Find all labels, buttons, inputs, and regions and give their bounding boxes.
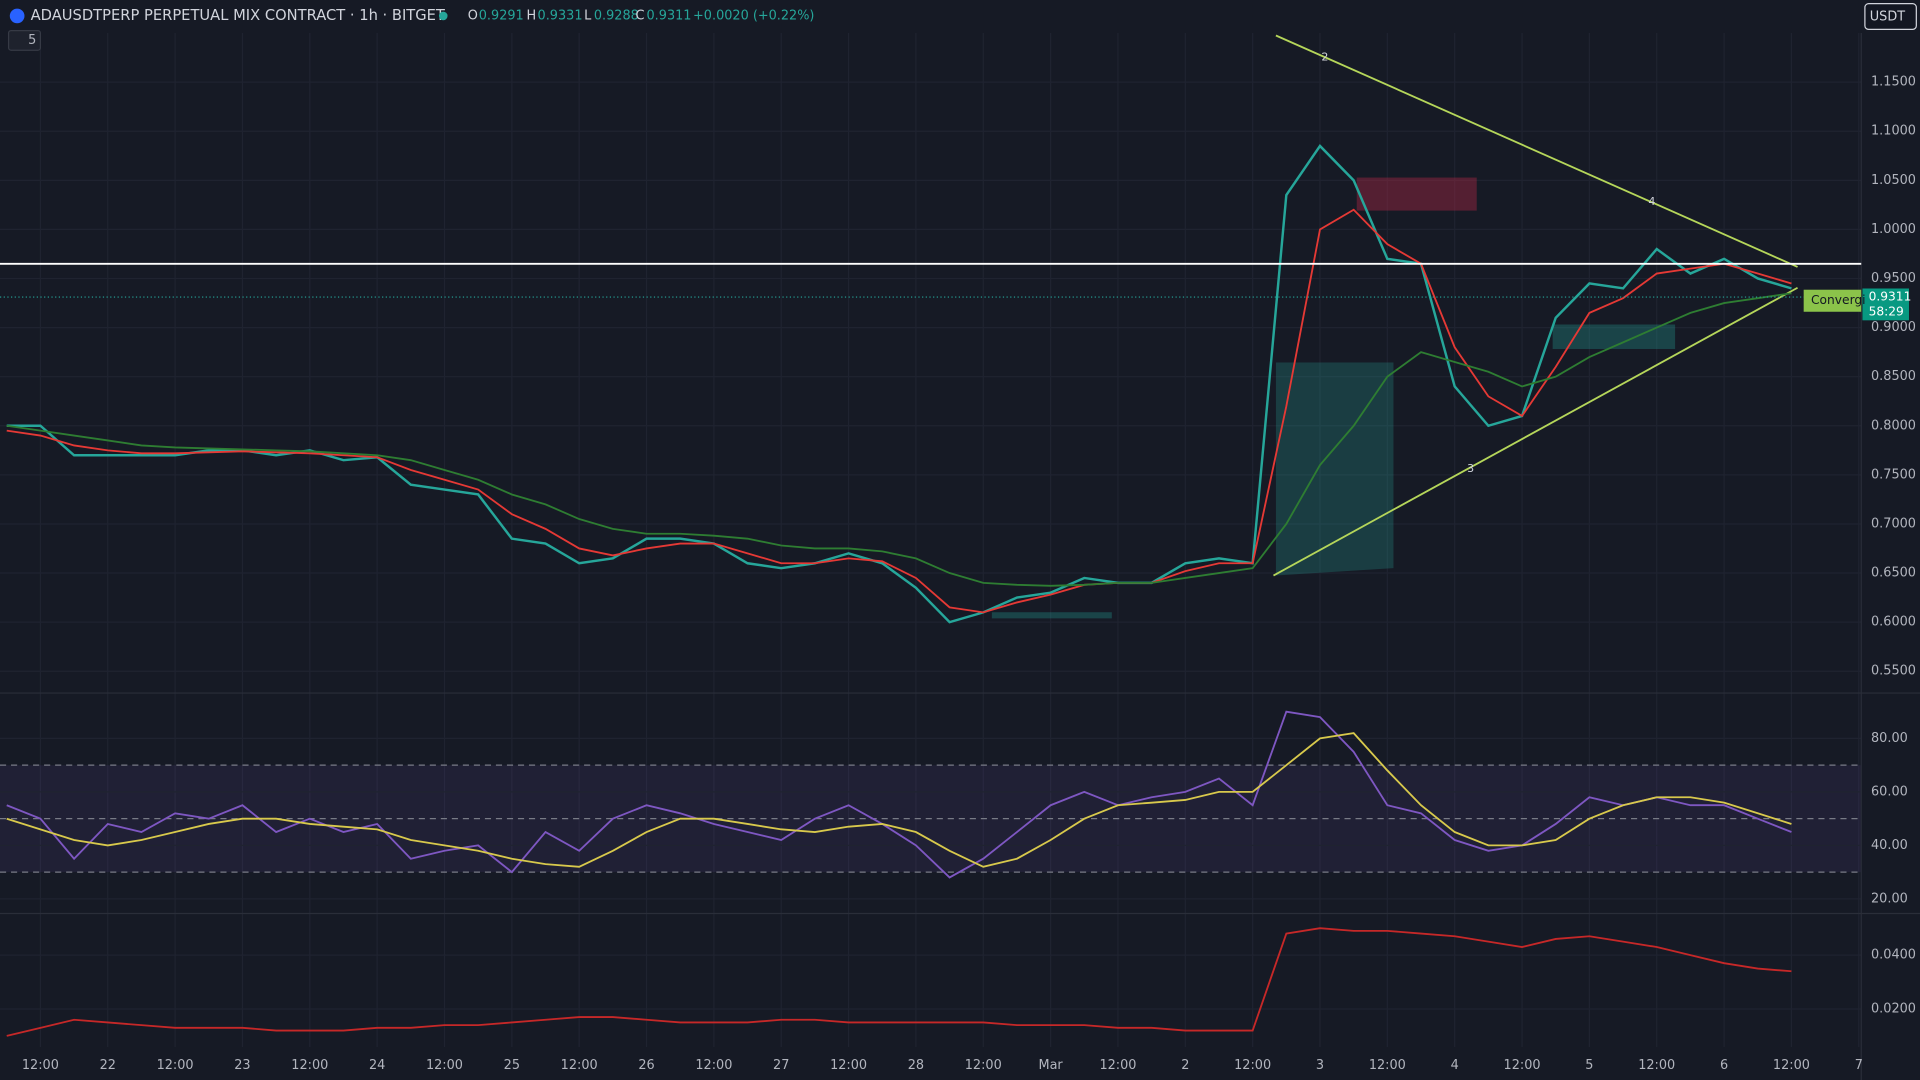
x-tick-label: 12:00	[965, 1058, 1002, 1073]
symbol-icon	[9, 8, 25, 24]
trendline	[1273, 286, 1798, 577]
x-tick-label: 12:00	[1773, 1058, 1810, 1073]
x-tick-label: 22	[100, 1058, 116, 1073]
series-line	[6, 927, 1792, 1037]
x-tick-label: 12:00	[157, 1058, 194, 1073]
x-tick-label: 12:00	[1369, 1058, 1406, 1073]
y-tick-label: 0.6000	[1871, 615, 1916, 630]
series-line	[6, 208, 1792, 614]
countdown-label: 58:29	[1869, 304, 1904, 318]
plot-layer: 12:00 22 12:00 23 12:00 24 12:00 25 12:00 26 12:00…	[0, 51, 1916, 1073]
x-tick-label: 12:00	[1099, 1058, 1136, 1073]
ohlc-change: +0.0020 (+0.22%)	[693, 8, 814, 23]
status-dot	[438, 11, 448, 21]
ohlc-value: 0.9288	[594, 8, 639, 23]
annotation-box	[1803, 289, 1862, 312]
x-tick-label: Mar	[1038, 1058, 1063, 1073]
x-tick-label: 24	[369, 1058, 385, 1073]
x-tick-label: 6	[1720, 1058, 1728, 1073]
ohlc-label: L	[584, 8, 592, 23]
y-tick-label: 0.6500	[1871, 566, 1916, 581]
symbol-title: ADAUSDTPERP PERPETUAL MIX CONTRACT · 1h …	[31, 7, 446, 24]
y-tick-label: 0.8000	[1871, 418, 1916, 433]
x-tick-label: 12:00	[1504, 1058, 1541, 1073]
series-line	[6, 292, 1792, 587]
indicator-toggle[interactable]	[7, 30, 42, 51]
x-tick-label: 25	[504, 1058, 520, 1073]
ohlc-label: O	[468, 8, 478, 23]
y-tick-label: 0.5500	[1871, 664, 1916, 679]
wave-label: 2	[1321, 51, 1328, 64]
y-tick-label: 1.1000	[1871, 124, 1916, 139]
x-tick-label: 2	[1181, 1058, 1189, 1073]
y-tick-label: 20.00	[1871, 891, 1908, 906]
x-tick-label: 5	[1585, 1058, 1593, 1073]
wave-label: 3	[1467, 462, 1474, 475]
y-tick-label: 0.9000	[1871, 320, 1916, 335]
currency-label[interactable]: USDT	[1870, 10, 1905, 25]
y-tick-label: 0.9500	[1871, 271, 1916, 286]
last-price-label: 0.9311	[1869, 290, 1912, 304]
ohlc-label: C	[636, 8, 645, 23]
currency-button[interactable]	[1864, 3, 1917, 30]
ohlc-value: 0.9311	[647, 8, 692, 23]
x-tick-label: 28	[908, 1058, 924, 1073]
annotation-label: Convergi	[1811, 293, 1866, 307]
x-tick-label: 12:00	[1638, 1058, 1675, 1073]
y-tick-label: 1.0000	[1871, 222, 1916, 237]
x-tick-label: 4	[1451, 1058, 1459, 1073]
x-tick-label: 12:00	[830, 1058, 867, 1073]
x-tick-label: 12:00	[426, 1058, 463, 1073]
header: ADAUSDTPERP PERPETUAL MIX CONTRACT · 1h …	[7, 3, 1917, 51]
y-tick-label: 0.0400	[1871, 948, 1916, 963]
ohlc-value: 0.9331	[538, 8, 583, 23]
demand-zone	[991, 612, 1112, 619]
y-tick-label: 0.7500	[1871, 467, 1916, 482]
y-tick-label: 1.0500	[1871, 173, 1916, 188]
supply-zone	[1356, 177, 1477, 211]
x-tick-label: 12:00	[1234, 1058, 1271, 1073]
y-tick-label: 40.00	[1871, 838, 1908, 853]
x-tick-label: 7	[1855, 1058, 1863, 1073]
y-tick-label: 0.7000	[1871, 516, 1916, 531]
position-zone	[1275, 362, 1394, 576]
x-tick-label: 27	[773, 1058, 789, 1073]
last-price-tag	[1862, 288, 1909, 321]
x-tick-label: 12:00	[695, 1058, 732, 1073]
y-tick-label: 60.00	[1871, 784, 1908, 799]
y-tick-label: 1.1500	[1871, 75, 1916, 90]
indicator-count[interactable]: 5	[28, 33, 36, 48]
y-tick-label: 0.0200	[1871, 1001, 1916, 1016]
ohlc-value: 0.9291	[479, 8, 524, 23]
x-tick-label: 12:00	[291, 1058, 328, 1073]
x-tick-label: 23	[234, 1058, 250, 1073]
x-tick-label: 12:00	[22, 1058, 59, 1073]
ohlc-label: H	[527, 8, 537, 23]
wave-label: 4	[1648, 195, 1655, 208]
y-tick-label: 0.8500	[1871, 369, 1916, 384]
trendline	[1275, 34, 1798, 268]
x-tick-label: 3	[1316, 1058, 1324, 1073]
y-tick-label: 80.00	[1871, 731, 1908, 746]
series-line	[6, 732, 1792, 868]
x-tick-label: 12:00	[561, 1058, 598, 1073]
grid-layer	[0, 33, 1862, 1047]
series-line	[6, 710, 1792, 879]
x-tick-label: 26	[638, 1058, 654, 1073]
